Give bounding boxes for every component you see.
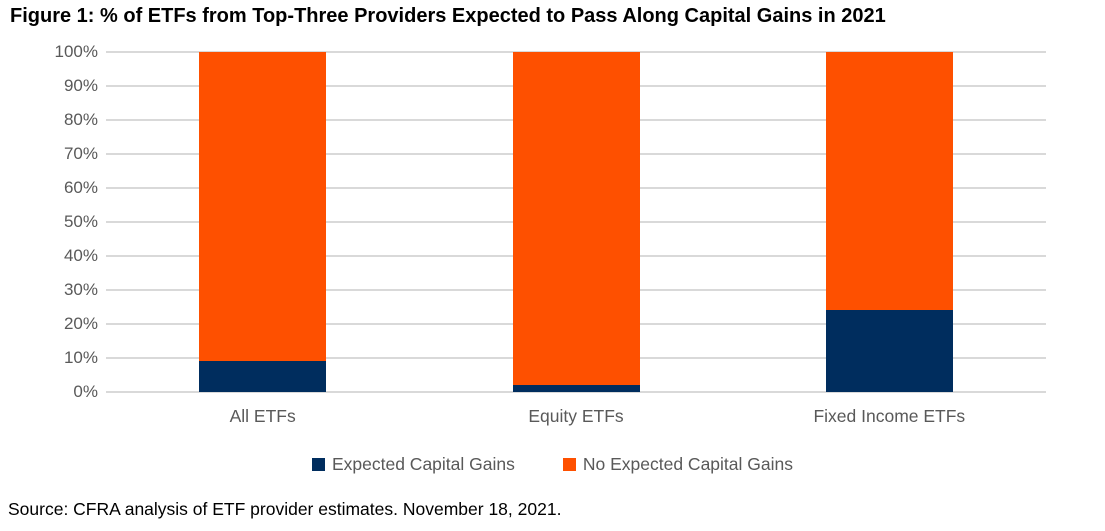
y-tick-label-70: 70% [63,144,98,163]
x-category-label-all-etfs: All ETFs [229,406,296,426]
y-tick-label-30: 30% [63,280,98,299]
y-tick-label-60: 60% [63,178,98,197]
y-tick-label-10: 10% [63,348,98,367]
plot-area [106,51,1046,393]
legend-item-0: Expected Capital Gains [311,454,515,475]
chart-title: Figure 1: % of ETFs from Top-Three Provi… [10,5,886,27]
bar-segment-fixed-income-etfs-series-0 [825,310,953,392]
y-tick-label-20: 20% [63,314,98,333]
y-tick-label-50: 50% [63,212,98,231]
gridline-0 [106,391,1046,393]
bar-segment-equity-etfs-series-1 [512,52,640,386]
x-category-label-fixed-income-etfs: Fixed Income ETFs [813,406,966,426]
y-tick-label-90: 90% [63,76,98,95]
bar-segment-all-etfs-series-0 [199,361,327,392]
y-tick-label-40: 40% [63,246,98,265]
bar-segment-all-etfs-series-1 [199,52,327,362]
chart-legend: Expected Capital Gains No Expected Capita… [0,454,1105,475]
legend-item-1: No Expected Capital Gains [562,454,793,475]
y-tick-label-0: 0% [73,382,98,401]
legend-label: No Expected Capital Gains [582,454,793,474]
x-category-label-equity-etfs: Equity ETFs [528,406,624,426]
legend-label: Expected Capital Gains [331,454,515,474]
y-tick-label-80: 80% [63,110,98,129]
y-tick-label-100: 100% [54,42,98,61]
source-note: Source: CFRA analysis of ETF provider es… [8,499,562,519]
legend-swatch-icon [562,458,576,471]
bar-segment-fixed-income-etfs-series-1 [825,52,953,311]
bar-segment-equity-etfs-series-0 [512,385,640,392]
legend-swatch-icon [311,458,325,471]
